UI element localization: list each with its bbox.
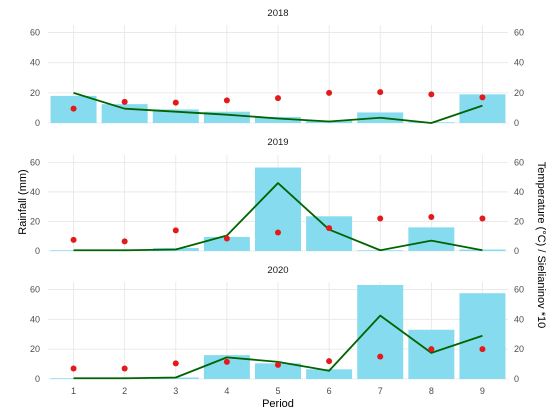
y-tick-label: 20 [30,88,40,98]
temperature-point [428,214,435,221]
y2-tick-label: 40 [514,187,524,197]
rainfall-bar [255,167,301,251]
temperature-point [377,89,384,96]
rainfall-bar [50,378,97,379]
x-tick-label: 2 [122,386,127,396]
temperature-point [121,238,128,245]
x-tick-label: 5 [275,386,280,396]
y-tick-label: 40 [30,58,40,68]
rainfall-bar [203,111,250,123]
y-tick-label: 40 [30,314,40,324]
temperature-point [275,229,281,236]
rainfall-bar [255,363,301,379]
temperature-point [275,361,281,368]
x-axis-title: Period [262,398,294,410]
y-tick-label: 20 [30,344,40,354]
panel-title: 2019 [267,137,288,148]
y2-tick-label: 60 [514,28,524,38]
y-axis-title: Rainfall (mm) [17,169,29,234]
temperature-point [223,235,230,242]
temperature-point [70,365,77,372]
temperature-point [326,358,333,365]
x-tick-label: 3 [173,386,178,396]
y-tick-label: 60 [30,284,40,294]
temperature-point [326,89,333,96]
temperature-point [172,227,179,234]
y2-tick-label: 0 [514,118,519,128]
temperature-point [223,97,230,104]
y2-tick-label: 0 [514,246,519,256]
temperature-point [428,346,435,353]
sielianinov-line [73,91,483,124]
temperature-point [121,98,128,105]
temperature-point [172,99,179,106]
temperature-point [70,105,77,112]
temperature-point [172,360,179,367]
y-tick-label: 40 [30,187,40,197]
y-tick-label: 0 [35,246,40,256]
temperature-point [377,353,384,360]
panel-2019: 2019 0 0 20 20 40 40 60 60 [30,137,524,256]
y2-tick-label: 20 [514,344,524,354]
y-tick-label: 20 [30,216,40,226]
rainfall-bar [50,250,97,251]
x-tick-label: 9 [480,386,485,396]
rainfall-bar [306,216,353,251]
y-tick-label: 0 [35,374,40,384]
x-tick-label: 8 [429,386,434,396]
x-tick-label: 6 [327,386,332,396]
temperature-point [275,95,281,102]
y2-tick-label: 0 [514,374,519,384]
y2-tick-label: 40 [514,314,524,324]
temperature-point [479,346,486,353]
sielianinov-line [73,182,483,252]
temperature-point [377,215,384,222]
temperature-point [223,358,230,365]
temperature-point [70,236,77,243]
rainfall-bar [408,329,455,379]
rainfall-bar [408,227,455,251]
panel-title: 2020 [267,265,288,276]
temperature-point [479,94,486,101]
y-tick-label: 0 [35,118,40,128]
rainfall-bar [101,104,148,123]
temperature-point [479,215,486,222]
x-tick-label: 7 [378,386,383,396]
panel-title: 2018 [267,8,288,19]
y2-tick-label: 40 [514,58,524,68]
panel-2018: 2018 0 0 20 20 40 40 60 60 [30,8,524,128]
y2-axis-title: Temperature (°C) / Sielianinov *10 [535,162,547,328]
rainfall-bar [203,236,250,251]
y-tick-label: 60 [30,28,40,38]
rainfall-bar [459,249,506,251]
rainfall-bar [306,369,353,379]
y2-tick-label: 20 [514,216,524,226]
rainfall-bar [255,116,301,123]
temperature-point [121,365,128,372]
y2-tick-label: 60 [514,157,524,167]
x-tick-label: 4 [224,386,229,396]
y2-tick-label: 60 [514,284,524,294]
x-tick-label: 1 [71,386,76,396]
temperature-point [326,225,333,232]
y2-tick-label: 20 [514,88,524,98]
y-tick-label: 60 [30,157,40,167]
temperature-point [428,91,435,98]
